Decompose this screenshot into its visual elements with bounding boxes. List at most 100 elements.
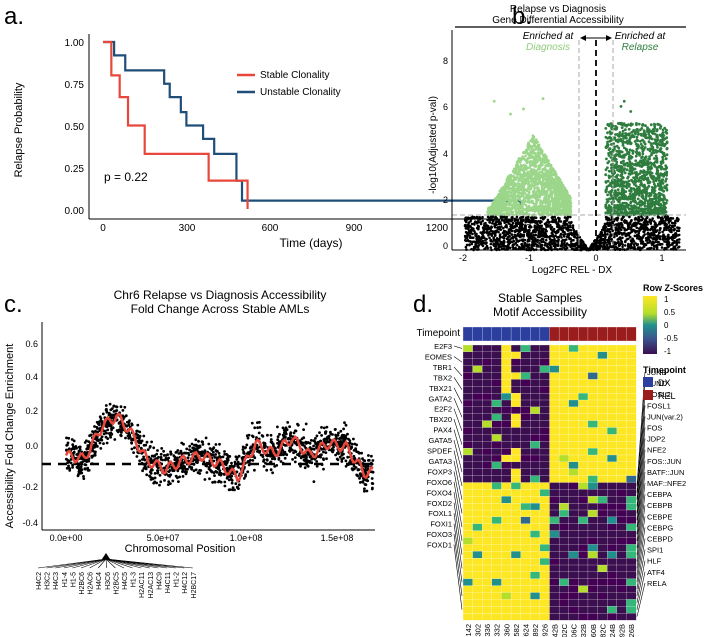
volcano-point-ns bbox=[564, 232, 567, 236]
volcano-point-ns bbox=[531, 231, 535, 234]
volcano-point-dx bbox=[540, 151, 543, 155]
panel-c: c. Chr6 Relapse vs Diagnosis Accessibili… bbox=[4, 288, 375, 598]
volcano-point-rel bbox=[620, 165, 624, 169]
volcano-point-ns bbox=[489, 232, 493, 236]
volcano-point-dx bbox=[531, 163, 535, 167]
volcano-point-dx bbox=[513, 184, 516, 187]
volcano-point-ns bbox=[667, 238, 670, 241]
volcano-point-ns bbox=[477, 227, 480, 230]
volcano-point-dx bbox=[529, 207, 532, 211]
volcano-point-dx bbox=[512, 175, 516, 179]
volcano-point-dx bbox=[500, 197, 503, 200]
volcano-point-dx bbox=[513, 203, 517, 207]
volcano-point-dx bbox=[546, 189, 549, 193]
volcano-point-rel bbox=[604, 180, 608, 184]
volcano-point-dx bbox=[522, 185, 526, 189]
volcano-point-ns bbox=[494, 234, 497, 237]
volcano-point-rel bbox=[609, 156, 613, 159]
volcano-point-ns bbox=[661, 230, 664, 234]
volcano-point-ns bbox=[536, 223, 539, 226]
volcano-point-ns bbox=[491, 222, 494, 225]
volcano-point-dx bbox=[524, 188, 527, 192]
volcano-point-rel bbox=[638, 203, 642, 207]
volcano-point-rel bbox=[644, 189, 648, 193]
volcano-point-ns bbox=[663, 240, 666, 243]
volcano-point-rel bbox=[618, 180, 622, 183]
volcano-point-dx bbox=[508, 198, 512, 202]
volcano-point-ns bbox=[526, 216, 529, 220]
c-point bbox=[204, 436, 208, 440]
volcano-point-rel bbox=[653, 203, 657, 206]
volcano-point-rel bbox=[621, 176, 625, 180]
volcano-point-dx bbox=[536, 167, 540, 171]
volcano-point-ns bbox=[538, 226, 542, 229]
volcano-point-dx bbox=[521, 175, 525, 179]
volcano-point-ns bbox=[676, 234, 680, 237]
volcano-point-ns bbox=[663, 221, 667, 225]
volcano-point-rel bbox=[621, 132, 624, 136]
volcano-point-rel bbox=[656, 122, 660, 126]
volcano-point-dx bbox=[548, 164, 552, 167]
volcano-point-rel bbox=[665, 166, 669, 170]
volcano-point-dx bbox=[527, 182, 530, 185]
volcano-point-rel bbox=[615, 210, 619, 214]
a-ytick: 1.00 bbox=[65, 38, 85, 49]
volcano-point-ns bbox=[623, 227, 626, 230]
volcano-point-ns bbox=[631, 229, 634, 233]
volcano-point-rel bbox=[637, 185, 640, 189]
volcano-point-ns bbox=[658, 227, 662, 230]
volcano-point-dx bbox=[512, 206, 516, 209]
volcano-point-rel bbox=[615, 160, 619, 164]
volcano-point-dx bbox=[528, 184, 532, 188]
volcano-point-ns bbox=[572, 238, 575, 242]
volcano-point-ns bbox=[536, 244, 540, 248]
volcano-point-rel bbox=[628, 169, 632, 173]
volcano-point-dx bbox=[545, 210, 549, 214]
volcano-point-ns bbox=[472, 236, 475, 240]
volcano-point-rel bbox=[619, 210, 623, 214]
volcano-point-rel bbox=[648, 155, 651, 159]
volcano-point-dx bbox=[553, 190, 557, 193]
panel-a-legend: Stable Clonality Unstable Clonality bbox=[237, 70, 341, 98]
volcano-point-rel bbox=[639, 183, 642, 187]
volcano-point-dx bbox=[537, 181, 541, 185]
volcano-point-rel bbox=[611, 149, 615, 153]
volcano-point-dx bbox=[529, 173, 533, 177]
volcano-point-ns bbox=[553, 215, 556, 219]
volcano-point-rel bbox=[613, 136, 617, 140]
volcano-point-dx bbox=[528, 201, 531, 204]
volcano-point-ns bbox=[646, 216, 649, 219]
volcano-point-dx bbox=[519, 163, 523, 167]
volcano-point-rel bbox=[616, 198, 619, 202]
b-ytick: 8 bbox=[443, 56, 448, 66]
volcano-point-ns bbox=[485, 244, 489, 248]
volcano-point-ns bbox=[569, 221, 572, 225]
volcano-point-dx bbox=[555, 192, 559, 196]
volcano-point-ns bbox=[560, 236, 563, 239]
volcano-point-ns bbox=[568, 237, 571, 241]
volcano-point-dx bbox=[556, 179, 560, 183]
volcano-point-dx bbox=[537, 194, 540, 197]
volcano-point-dx bbox=[532, 171, 536, 175]
volcano-point-rel bbox=[650, 201, 654, 205]
volcano-point-ns bbox=[485, 228, 489, 232]
volcano-point-rel bbox=[634, 154, 638, 158]
volcano-point-dx bbox=[504, 194, 508, 197]
b-rel-label2: Relapse bbox=[622, 42, 659, 53]
c-point bbox=[119, 433, 123, 437]
volcano-point-ns bbox=[678, 226, 681, 230]
volcano-point-dx bbox=[541, 97, 545, 101]
volcano-point-dx bbox=[539, 201, 543, 205]
volcano-point-ns bbox=[659, 242, 662, 246]
panel-a-pvalue: p = 0.22 bbox=[104, 170, 148, 184]
volcano-point-ns bbox=[522, 234, 525, 238]
volcano-point-rel bbox=[624, 132, 628, 136]
volcano-point-ns bbox=[649, 233, 652, 236]
volcano-point-dx bbox=[537, 154, 541, 158]
volcano-point-dx bbox=[542, 209, 545, 212]
volcano-point-ns bbox=[616, 238, 619, 241]
volcano-point-ns bbox=[614, 228, 618, 232]
volcano-point-rel bbox=[646, 206, 650, 210]
volcano-point-ns bbox=[584, 246, 587, 249]
